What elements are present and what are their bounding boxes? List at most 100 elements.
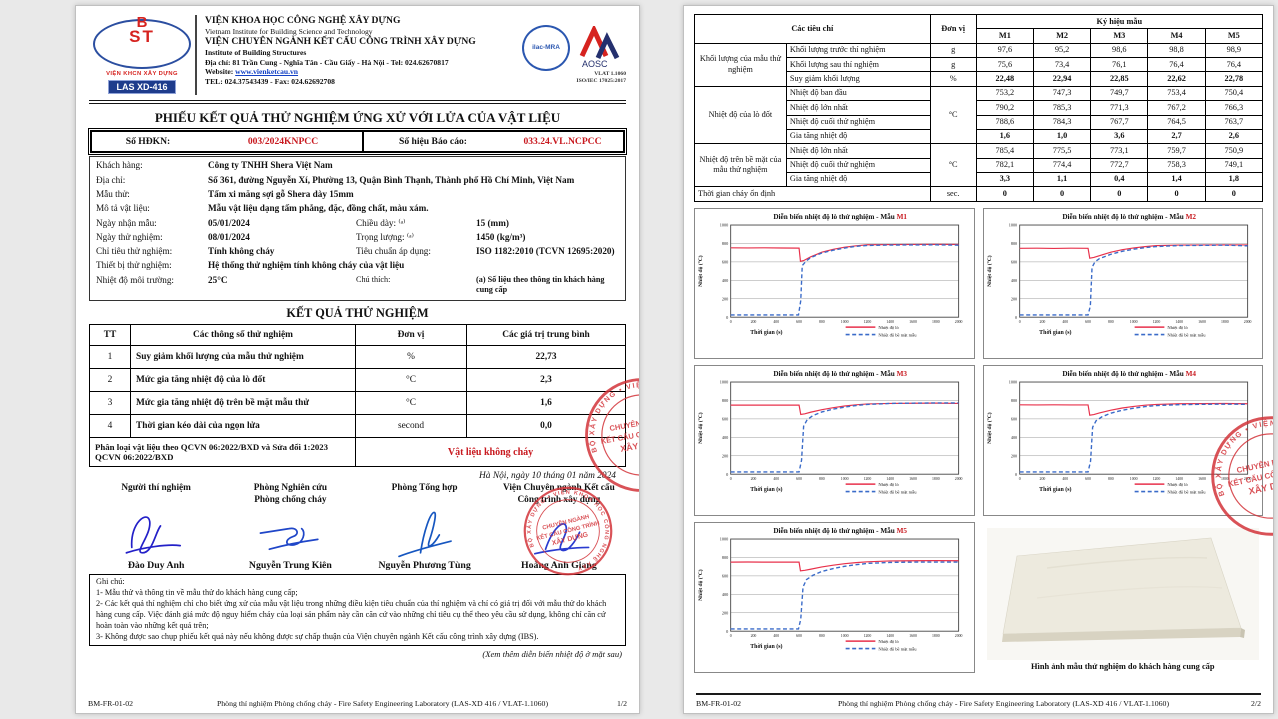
ibst-logo: B ST VIỆN KHCN XÂY DỰNG LAS XD-416 — [89, 15, 195, 95]
y-tick-label: 0 — [1015, 314, 1017, 319]
measurement-value: 98,6 — [1090, 42, 1149, 59]
field-value: ISO 1182:2010 (TCVN 12695:2020) — [476, 246, 615, 257]
signature-col-3: Phòng Tổng hợp Nguyễn Phương Tùng — [358, 483, 492, 571]
measurement-value: 784,3 — [1032, 114, 1092, 130]
page1-footer: BM-FR-01-02 Phòng thí nghiệm Phòng chống… — [88, 699, 627, 708]
measurement-value: 95,2 — [1032, 42, 1092, 59]
measurement-value: 2,6 — [1204, 128, 1264, 145]
x-tick-label: 1200 — [1152, 320, 1160, 324]
signature-col-2: Phòng Nghiên cứu Phòng chống cháy Nguyễn T… — [223, 483, 357, 571]
y-axis-label: Nhiệt độ (°C) — [697, 412, 704, 444]
chart-svg: Diễn biến nhiệt độ lò thử nghiệm - Mẫu M… — [697, 526, 963, 651]
signatory-role: Phòng Tổng hợp — [358, 483, 492, 507]
meas-row: Nhiệt độ trên bề mặt của mẫu thử nghiệm N… — [694, 143, 1264, 188]
measurement-value: 75,6 — [975, 57, 1034, 73]
y-tick-label: 200 — [722, 296, 728, 301]
x-tick-label: 1400 — [886, 320, 894, 324]
measurement-value: 98,9 — [1204, 42, 1264, 59]
y-axis-label: Nhiệt độ (°C) — [985, 255, 992, 287]
measurement-value: 763,7 — [1204, 114, 1264, 130]
legend-label: Nhiệt độ bề mặt mẫu — [878, 489, 917, 494]
furnace-temp-series — [730, 402, 959, 415]
lab-name-footer: Phòng thí nghiệm Phòng chống cháy - Fire… — [837, 699, 1170, 708]
result-unit: % — [355, 345, 467, 370]
page-number: 2/2 — [1251, 699, 1261, 708]
measurement-value: 785,3 — [1032, 100, 1092, 116]
x-tick-label: 1800 — [1220, 477, 1228, 481]
result-parameter: Mức gia tăng nhiệt độ trên bề mặt mẫu th… — [130, 391, 356, 416]
x-tick-label: 1600 — [1198, 320, 1206, 324]
surface-temp-series — [730, 243, 959, 316]
measurement-value: 1,6 — [975, 128, 1034, 145]
x-tick-label: 400 — [773, 634, 779, 638]
field-value: Số 361, đường Nguyễn Xí, Phường 13, Quận… — [208, 174, 575, 185]
result-index: 4 — [89, 414, 131, 439]
measurement-value: 1,4 — [1147, 171, 1206, 188]
x-tick-label: 800 — [1107, 320, 1113, 324]
x-tick-label: 400 — [773, 320, 779, 324]
criteria-header: Các tiêu chí — [694, 14, 931, 44]
x-tick-label: 1800 — [932, 634, 940, 638]
x-tick-label: 1000 — [1129, 320, 1137, 324]
y-tick-label: 0 — [1015, 471, 1017, 476]
sample-id-header: M2 — [1032, 28, 1092, 44]
aosc-logo-icon: AOSC — [579, 25, 620, 69]
legend-label: Nhiệt độ bề mặt mẫu — [1167, 489, 1206, 494]
criterion-unit: °C — [929, 143, 977, 188]
signatory-role-line: Phòng chống cháy — [254, 494, 327, 505]
form-code: BM-FR-01-02 — [88, 699, 134, 708]
signatory-role: Viện Chuyên ngành Kết cấu Công trình xây … — [492, 483, 626, 507]
result-index: 3 — [89, 391, 131, 416]
org-name-vn: VIỆN KHOA HỌC CÔNG NGHỆ XÂY DỰNG — [205, 15, 401, 26]
samples-header: Ký hiệu mẫu — [975, 13, 1264, 30]
y-tick-label: 1000 — [1008, 222, 1017, 227]
y-tick-label: 0 — [726, 628, 728, 633]
info-row: Thiết bị thử nghiệm: Hệ thống thử nghiệm … — [96, 259, 619, 273]
x-tick-label: 1400 — [1175, 477, 1183, 481]
surface-temp-series — [1019, 244, 1248, 316]
website-link[interactable]: www.vienketcau.vn — [235, 67, 299, 77]
criterion-unit: % — [929, 71, 977, 87]
note-line: 2- Các kết quả thí nghiệm chỉ cho biết ứ… — [96, 599, 607, 630]
org-phone: TEL: 024.37543439 - Fax: 024.62692708 — [205, 76, 335, 86]
result-index: 2 — [89, 368, 131, 393]
y-tick-label: 1000 — [720, 536, 729, 541]
report-number-label: Số hiệu Báo cáo: — [399, 136, 467, 147]
sample-photo — [986, 527, 1259, 660]
measurement-value: 788,6 — [975, 114, 1034, 130]
sample-id-header: M1 — [975, 28, 1034, 44]
website-label: Website: — [205, 67, 236, 77]
measurement-value: 758,3 — [1147, 157, 1206, 173]
temperature-chart-M1: Diễn biến nhiệt độ lò thử nghiệm - Mẫu M… — [694, 207, 975, 359]
note-line: 1- Mẫu thử và thông tin về mẫu thử do kh… — [96, 588, 298, 598]
document-ids: Số HĐKN: 003/2024KNPCC Số hiệu Báo cáo: … — [88, 128, 627, 155]
x-tick-label: 1600 — [1198, 477, 1206, 481]
x-tick-label: 1000 — [841, 320, 849, 324]
aosc-label: AOSC — [582, 59, 608, 69]
page2-footer: BM-FR-01-02 Phòng thí nghiệm Phòng chống… — [696, 693, 1261, 708]
y-tick-label: 400 — [1010, 278, 1016, 283]
chart-svg: Diễn biến nhiệt độ lò thử nghiệm - Mẫu M… — [985, 212, 1251, 337]
x-tick-label: 1200 — [864, 320, 872, 324]
sample-id-header: M3 — [1090, 28, 1149, 44]
y-tick-label: 400 — [722, 278, 728, 283]
x-tick-label: 1000 — [1129, 477, 1137, 481]
field-value: Mẫu vật liệu dạng tấm phẳng, đặc, đồng c… — [208, 203, 429, 214]
chart-title: Diễn biến nhiệt độ lò thử nghiệm - Mẫu M… — [773, 526, 907, 535]
field-label: Thiết bị thử nghiệm: — [96, 260, 172, 271]
x-tick-label: 400 — [1062, 320, 1068, 324]
field-label: Tiêu chuẩn áp dụng: — [356, 246, 431, 257]
y-axis-label: Nhiệt độ (°C) — [697, 569, 704, 601]
info-row: Mẫu thử: Tấm xi măng sợi gỗ Shera dày 15m… — [96, 188, 619, 202]
furnace-temp-series — [1019, 402, 1248, 416]
chart-title: Diễn biến nhiệt độ lò thử nghiệm - Mẫu M… — [773, 369, 907, 378]
signatory-role-line: Người thí nghiệm — [121, 483, 191, 494]
x-tick-label: 600 — [796, 477, 802, 481]
measurement-value: 750,4 — [1204, 85, 1264, 102]
field-label: Chiều dày: ⁽ᵃ⁾ — [356, 217, 406, 228]
x-tick-label: 1000 — [841, 477, 849, 481]
x-axis-label: Thời gian (s) — [750, 486, 782, 493]
signature-scribble — [223, 508, 357, 560]
results-row: 2 Mức gia tăng nhiệt độ của lò đốt °C 2,3 — [89, 368, 626, 393]
y-tick-label: 200 — [1010, 453, 1016, 458]
